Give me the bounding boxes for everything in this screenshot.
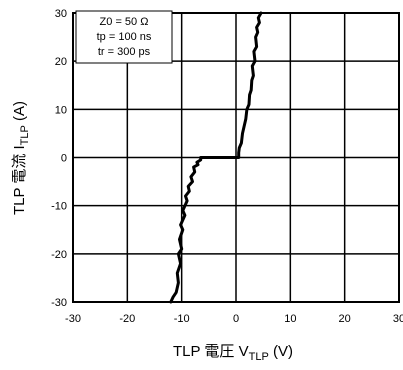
x-axis-label-unit: (V) [269,343,293,360]
y-tick-label: 10 [55,104,67,116]
x-tick-label: 10 [284,313,296,325]
y-tick-label: 0 [61,153,67,165]
y-tick-label: 30 [55,8,67,20]
y-tick-label: -20 [51,249,67,261]
x-tick-label: 20 [339,313,351,325]
y-axis-label-main: TLP 電流 I [11,145,28,215]
series-layer [169,11,263,304]
x-axis-label: TLP 電圧 VTLP (V) [173,343,293,363]
frame-layer [72,12,400,303]
x-tick-label: -20 [119,313,135,325]
annotation-box-border [75,10,173,64]
iv-curve-line [169,11,263,304]
x-tick-label: 30 [393,313,403,325]
x-tick-label: -30 [65,313,81,325]
x-axis-label-main: TLP 電圧 V [173,343,249,360]
tick-labels-layer: -30 -20 -10 0 10 20 30 -30 -20 -10 0 10 20 30 [51,8,403,325]
y-tick-label: -30 [51,297,67,309]
annotation-line-impedance: Z0 = 50 Ω [100,16,149,28]
y-tick-label: 20 [55,56,67,68]
annotation-line-rise-time: tr = 300 ps [98,46,151,58]
x-axis-label-subscript: TLP [249,351,269,363]
annotation-box: Z0 = 50 Ω tp = 100 ns tr = 300 ps [75,10,173,64]
y-axis-label-subscript: TLP [19,125,31,145]
annotation-line-pulse-width: tp = 100 ns [97,31,152,43]
y-axis-label-unit: (A) [11,101,28,125]
x-tick-label: -10 [174,313,190,325]
grid-layer [73,13,399,302]
x-tick-label: 0 [233,313,239,325]
plot-frame [72,12,400,303]
y-tick-label: -10 [51,201,67,213]
y-axis-label: TLP 電流 ITLP (A) [11,101,31,215]
